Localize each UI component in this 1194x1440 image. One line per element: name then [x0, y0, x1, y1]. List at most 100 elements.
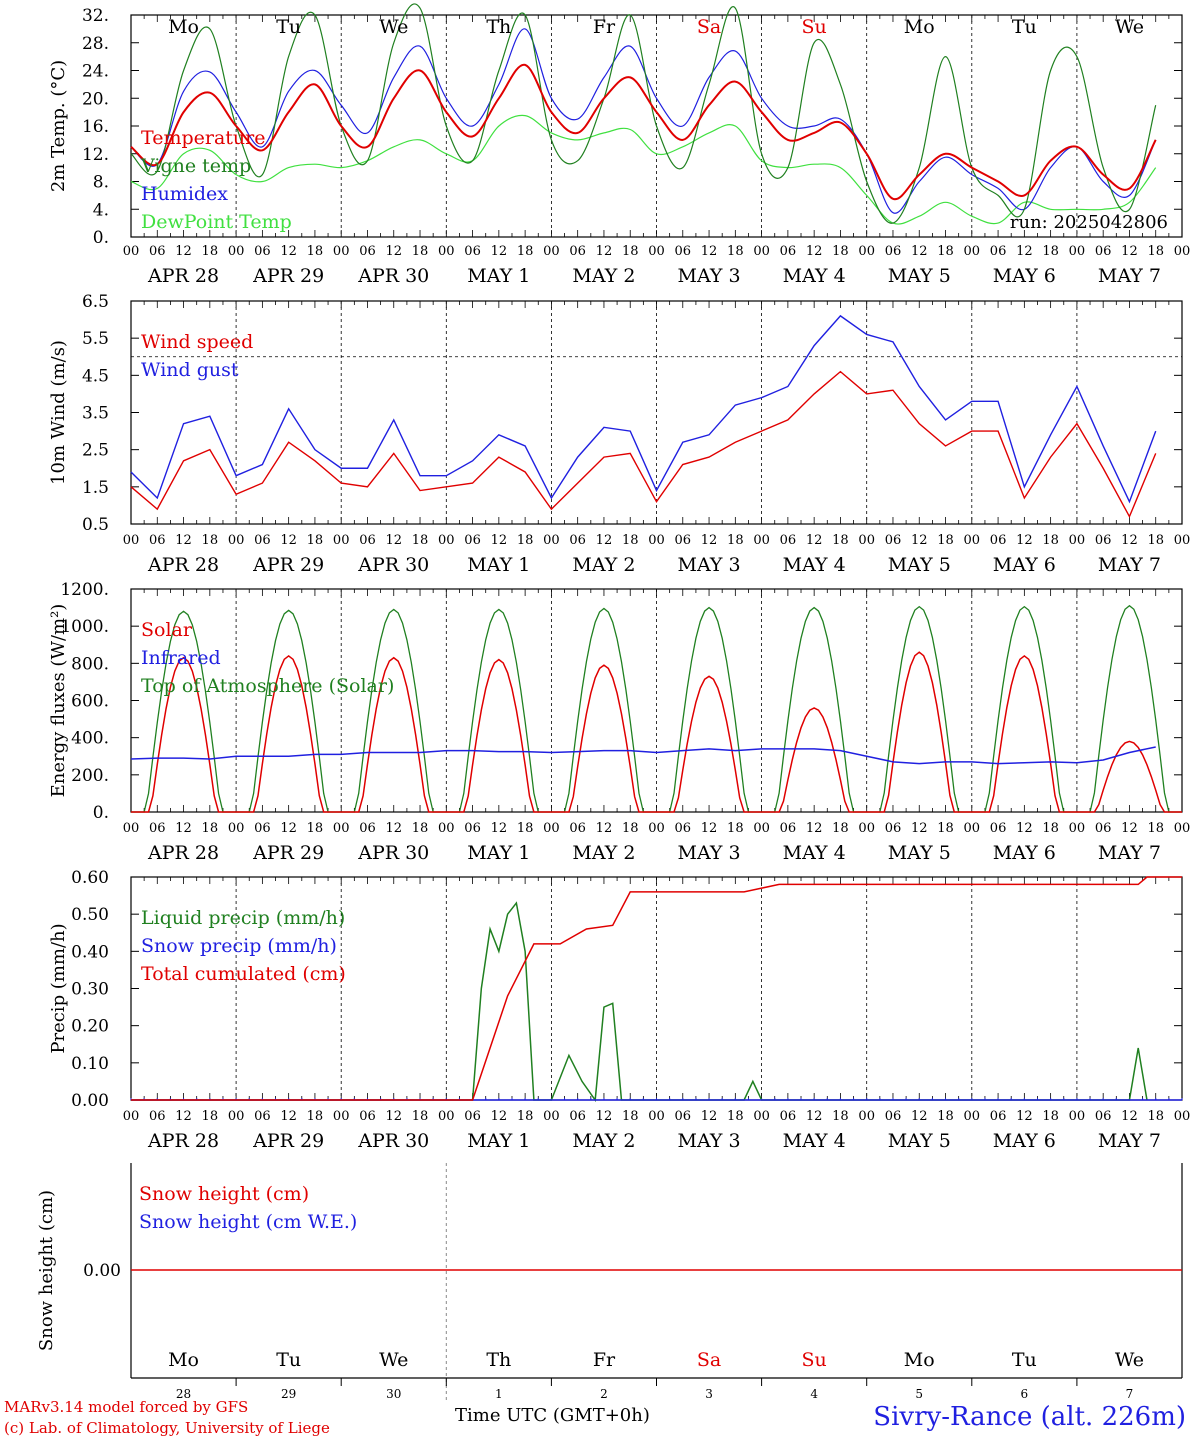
y-tick-label: 0.20	[71, 1017, 109, 1037]
hour-tick-label: 00	[438, 1109, 455, 1124]
hour-tick-label: 18	[727, 533, 744, 548]
hour-tick-label: 18	[412, 533, 429, 548]
lab-credit: (c) Lab. of Climatology, University of L…	[4, 1419, 330, 1437]
hour-tick-label: 12	[1016, 533, 1033, 548]
date-label: APR 29	[252, 1130, 324, 1152]
hour-tick-label: 06	[780, 244, 797, 259]
run-label: run: 2025042806	[1010, 212, 1168, 233]
hour-tick-label: 06	[569, 533, 586, 548]
hour-tick-label: 12	[806, 821, 823, 836]
hour-tick-label: 18	[1042, 1109, 1059, 1124]
hour-tick-label: 06	[675, 244, 692, 259]
weekday-label: Tu	[1012, 1349, 1037, 1371]
hour-tick-label: 06	[990, 1109, 1007, 1124]
hour-tick-label: 18	[412, 821, 429, 836]
hour-tick-label: 00	[438, 821, 455, 836]
hour-tick-label: 06	[675, 1109, 692, 1124]
hour-tick-label: 00	[228, 533, 245, 548]
date-label: MAY 2	[572, 554, 635, 576]
hour-tick-label: 00	[648, 1109, 665, 1124]
day-number: 30	[386, 1387, 401, 1401]
date-label: APR 30	[357, 265, 429, 287]
hour-tick-label: 18	[1147, 244, 1164, 259]
date-label: APR 28	[147, 1130, 219, 1152]
model-credit: MARv3.14 model forced by GFS	[4, 1398, 249, 1416]
hour-tick-label: 12	[175, 244, 192, 259]
hour-tick-label: 06	[149, 1109, 166, 1124]
hour-tick-label: 18	[517, 244, 534, 259]
series-solar	[131, 651, 1182, 813]
hour-tick-label: 06	[780, 821, 797, 836]
hour-tick-label: 06	[254, 533, 271, 548]
hour-tick-label: 06	[569, 244, 586, 259]
hour-tick-label: 06	[464, 244, 481, 259]
hour-tick-label: 12	[491, 821, 508, 836]
series-wind-speed	[130, 370, 1157, 519]
y-tick-label: 0.	[93, 803, 109, 823]
hour-tick-label: 00	[964, 244, 981, 259]
hour-tick-label: 12	[701, 533, 718, 548]
panel-frame-3	[130, 588, 1183, 813]
y-axis-label: Energy fluxes (W/m²)	[48, 604, 69, 798]
date-label: MAY 3	[678, 842, 741, 864]
hour-tick-label: 06	[780, 1109, 797, 1124]
hour-tick-label: 06	[885, 821, 902, 836]
hour-tick-label: 00	[858, 533, 875, 548]
hour-tick-label: 18	[727, 821, 744, 836]
hour-tick-label: 12	[911, 821, 928, 836]
hour-tick-label: 06	[1095, 533, 1112, 548]
day-number: 28	[176, 1387, 191, 1401]
series-infrared	[130, 746, 1156, 765]
hour-tick-label: 18	[1147, 1109, 1164, 1124]
y-tick-label: 0.10	[71, 1054, 109, 1074]
hour-tick-label: 18	[307, 1109, 324, 1124]
hour-tick-label: 06	[359, 821, 376, 836]
y-tick-label: 2.5	[82, 441, 109, 461]
weekday-label: Sa	[697, 1349, 721, 1371]
hour-tick-label: 06	[990, 821, 1007, 836]
legend-humidex: Humidex	[141, 183, 228, 205]
date-label: MAY 5	[888, 1130, 951, 1152]
legend-vigne-temp: Vigne temp	[140, 155, 251, 177]
hour-tick-label: 06	[1095, 244, 1112, 259]
hour-tick-label: 00	[648, 821, 665, 836]
hour-tick-label: 00	[964, 533, 981, 548]
hour-tick-label: 12	[175, 1109, 192, 1124]
hour-tick-label: 12	[806, 244, 823, 259]
date-label: APR 30	[357, 1130, 429, 1152]
hour-tick-label: 18	[202, 821, 219, 836]
hour-tick-label: 00	[123, 1109, 140, 1124]
weekday-label: Tu	[276, 1349, 301, 1371]
date-label: MAY 4	[783, 265, 846, 287]
y-axis-label: Precip (mm/h)	[48, 923, 69, 1053]
date-label: MAY 4	[783, 1130, 846, 1152]
weekday-label: Mo	[904, 1349, 935, 1371]
hour-tick-label: 00	[964, 821, 981, 836]
y-tick-label: 5.5	[82, 329, 109, 349]
y-tick-label: 32.	[82, 6, 109, 26]
weekday-label: Sa	[697, 16, 721, 38]
weekday-label: Tu	[276, 16, 301, 38]
hour-tick-label: 06	[990, 244, 1007, 259]
hour-tick-label: 12	[701, 821, 718, 836]
date-label: MAY 2	[572, 265, 635, 287]
hour-tick-label: 00	[438, 533, 455, 548]
hour-tick-label: 18	[412, 1109, 429, 1124]
hour-tick-label: 18	[307, 821, 324, 836]
hour-tick-label: 18	[832, 1109, 849, 1124]
hour-tick-label: 12	[596, 533, 613, 548]
hour-tick-label: 12	[596, 244, 613, 259]
date-label: MAY 7	[1098, 1130, 1161, 1152]
hour-tick-label: 12	[911, 244, 928, 259]
legend-dewpoint-temp: DewPoint Temp	[141, 211, 292, 233]
hour-tick-label: 00	[1174, 1109, 1191, 1124]
weekday-label: Th	[486, 16, 511, 38]
hour-tick-label: 00	[1069, 244, 1086, 259]
weekday-label: Mo	[168, 1349, 199, 1371]
date-label: MAY 7	[1098, 554, 1161, 576]
day-number: 6	[1021, 1387, 1029, 1401]
hour-tick-label: 12	[280, 533, 297, 548]
hour-tick-label: 06	[149, 533, 166, 548]
hour-tick-label: 12	[385, 1109, 402, 1124]
